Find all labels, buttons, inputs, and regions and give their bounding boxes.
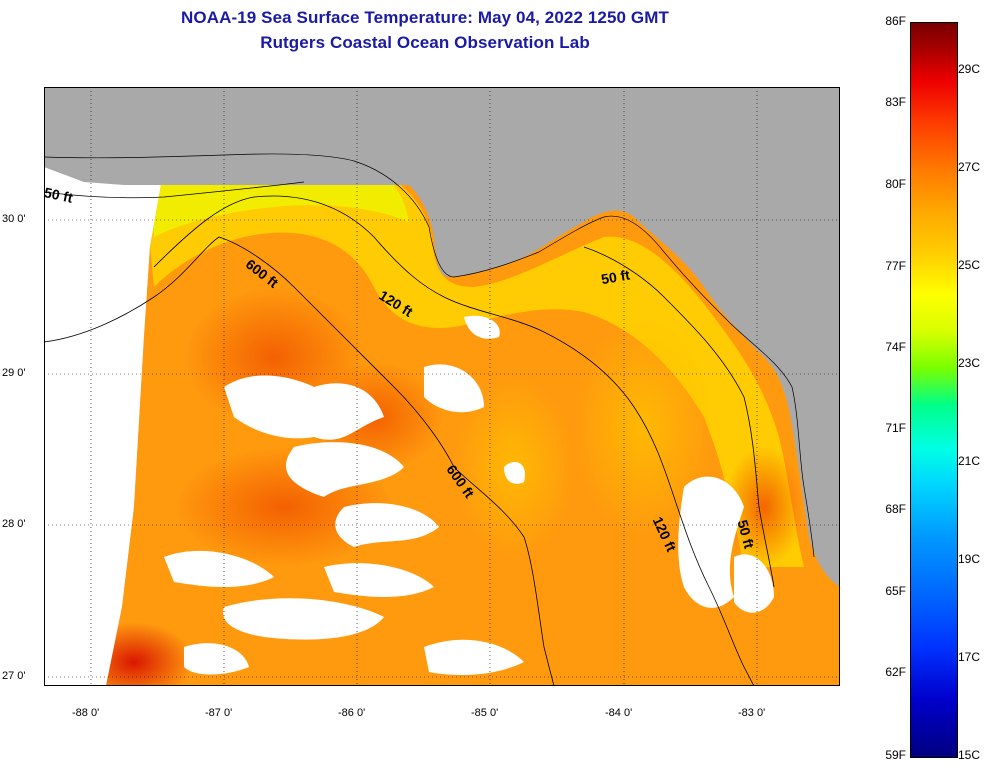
cloud-mask — [164, 315, 774, 675]
label-50ft-west: 50 ft — [44, 184, 75, 206]
map-subtitle: Rutgers Coastal Ocean Observation Lab — [260, 33, 590, 52]
lon-label-85: -85 0' — [471, 707, 499, 719]
cb-f-68: 68F — [885, 502, 906, 516]
label-50ft-east: 50 ft — [600, 266, 631, 287]
sst-map: 50 ft 600 ft 120 ft 50 ft 600 ft 120 ft … — [44, 87, 840, 686]
label-50ft-south: 50 ft — [734, 518, 757, 550]
lat-label-30: 30 0' — [2, 213, 26, 225]
contour-50ft-east — [583, 246, 775, 588]
lon-label-88: -88 0' — [72, 707, 100, 719]
lat-label-29: 29 0' — [2, 367, 26, 379]
lat-label-27: 27 0' — [2, 670, 26, 682]
sst-swath — [106, 185, 840, 686]
cb-c-25: 25C — [958, 258, 981, 272]
cb-f-65: 65F — [885, 584, 906, 598]
cb-f-62: 62F — [885, 665, 906, 679]
no-data-west — [44, 167, 161, 686]
cb-c-21: 21C — [958, 454, 981, 468]
lon-label-86: -86 0' — [338, 707, 366, 719]
lon-label-87: -87 0' — [205, 707, 233, 719]
cb-c-17: 17C — [958, 650, 981, 664]
lat-label-28: 28 0' — [2, 518, 26, 530]
cb-f-59: 59F — [885, 748, 906, 762]
cb-f-83: 83F — [885, 95, 906, 109]
cb-f-86: 86F — [885, 14, 906, 28]
cb-c-27: 27C — [958, 160, 981, 174]
cb-c-19: 19C — [958, 552, 981, 566]
lon-label-83: -83 0' — [738, 707, 766, 719]
cb-f-74: 74F — [885, 340, 906, 354]
lon-label-84: -84 0' — [605, 707, 633, 719]
cb-f-80: 80F — [885, 177, 906, 191]
cb-c-23: 23C — [958, 356, 981, 370]
cb-f-77: 77F — [885, 259, 906, 273]
contour-600ft — [44, 236, 555, 686]
cb-c-15: 15C — [958, 748, 981, 762]
map-title: NOAA-19 Sea Surface Temperature: May 04,… — [181, 8, 669, 27]
shelf-band — [144, 185, 804, 567]
contour-50ft-west — [44, 181, 305, 199]
contour-120ft — [153, 195, 755, 686]
cb-f-71: 71F — [885, 421, 906, 435]
coastline — [44, 153, 815, 558]
cb-c-29: 29C — [958, 62, 981, 76]
temperature-colorbar — [910, 22, 958, 758]
graticule — [44, 87, 840, 686]
